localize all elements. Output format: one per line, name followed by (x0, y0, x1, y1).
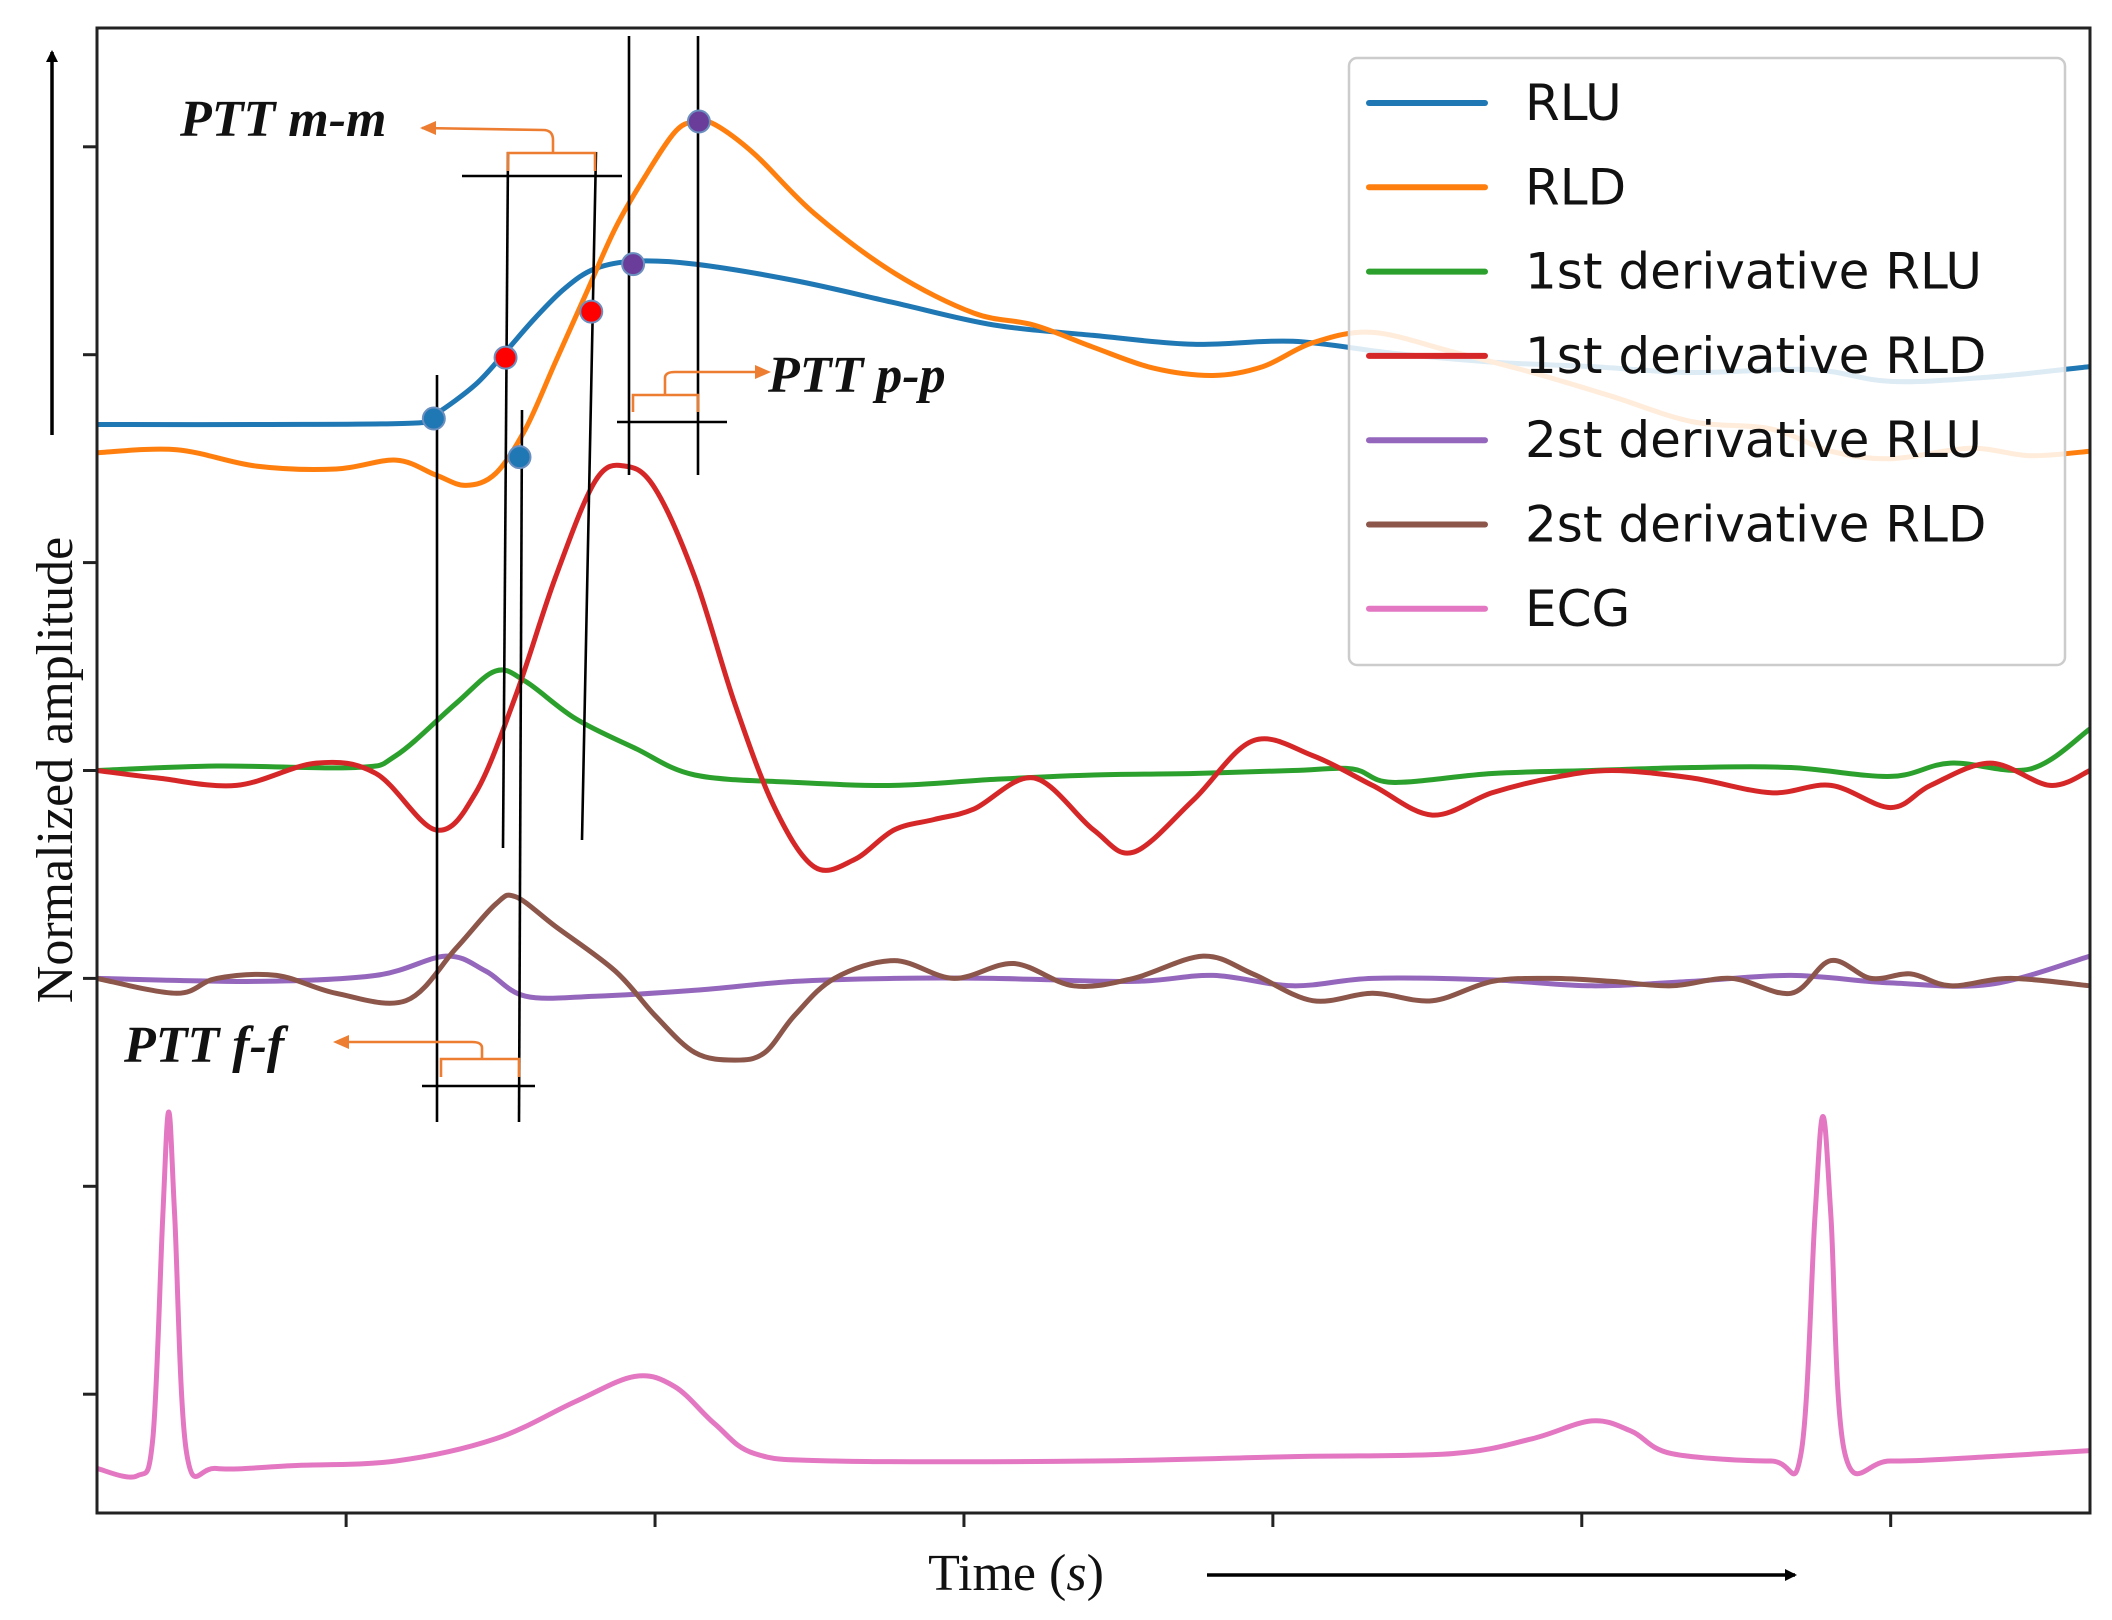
ptt-mm-label: PTT m-m (179, 91, 387, 148)
legend-label-1st-derivative-rld: 1st derivative RLD (1525, 327, 1986, 385)
ref-line-max-slope-rlu (501, 151, 510, 849)
fiducial-marker-rld-5 (686, 109, 711, 134)
series-line-2st-derivative-rlu (97, 953, 2090, 1001)
legend-label-1st-derivative-rlu: 1st derivative RLU (1525, 243, 1982, 301)
fiducial-marker-rld-1 (507, 445, 532, 470)
annotation-lines (422, 36, 727, 1123)
ff-bracket (337, 1040, 521, 1077)
pp-arrowhead (755, 365, 771, 379)
x-axis-label: Time (s) (928, 1545, 1104, 1602)
ptt-ff-label: PTT f-f (123, 1017, 289, 1074)
annotation-arrowheads (333, 121, 771, 1049)
legend: RLU RLD 1st derivative RLU 1st derivative R… (1347, 56, 2067, 667)
mm-bracket (421, 126, 597, 171)
legend-label-2st-derivative-rlu: 2st derivative RLU (1525, 411, 1982, 469)
fiducial-marker-rlu-0 (421, 406, 446, 431)
legend-label-ecg: ECG (1525, 580, 1630, 638)
legend-label-rlu: RLU (1525, 74, 1622, 132)
ptt-pp-label: PTT p-p (767, 347, 946, 404)
legend-box (1347, 56, 2067, 667)
series-line-ecg (97, 1109, 2090, 1480)
mm-arrowhead (420, 121, 436, 135)
fiducial-marker-rlu-2 (493, 345, 518, 370)
ref-line-max-slope-rld (580, 151, 598, 841)
fiducial-marker-rlu-4 (621, 252, 646, 277)
fiducial-marker-rld-3 (579, 299, 604, 324)
series-line-2st-derivative-rld (97, 892, 2090, 1063)
plot-frame (95, 26, 2092, 1515)
axis-ticks (83, 145, 1893, 1527)
ref-line-foot-rld (517, 409, 524, 1123)
series-line-1st-derivative-rlu (97, 667, 2090, 788)
annotation-brackets (337, 126, 757, 1077)
legend-label-2st-derivative-rld: 2st derivative RLD (1525, 496, 1986, 554)
legend-label-rld: RLD (1525, 158, 1626, 216)
pp-bracket (631, 370, 757, 412)
series-line-1st-derivative-rld (97, 462, 2090, 873)
y-axis-label: Normalized amplitude (27, 537, 84, 1003)
ff-arrowhead (333, 1035, 349, 1049)
